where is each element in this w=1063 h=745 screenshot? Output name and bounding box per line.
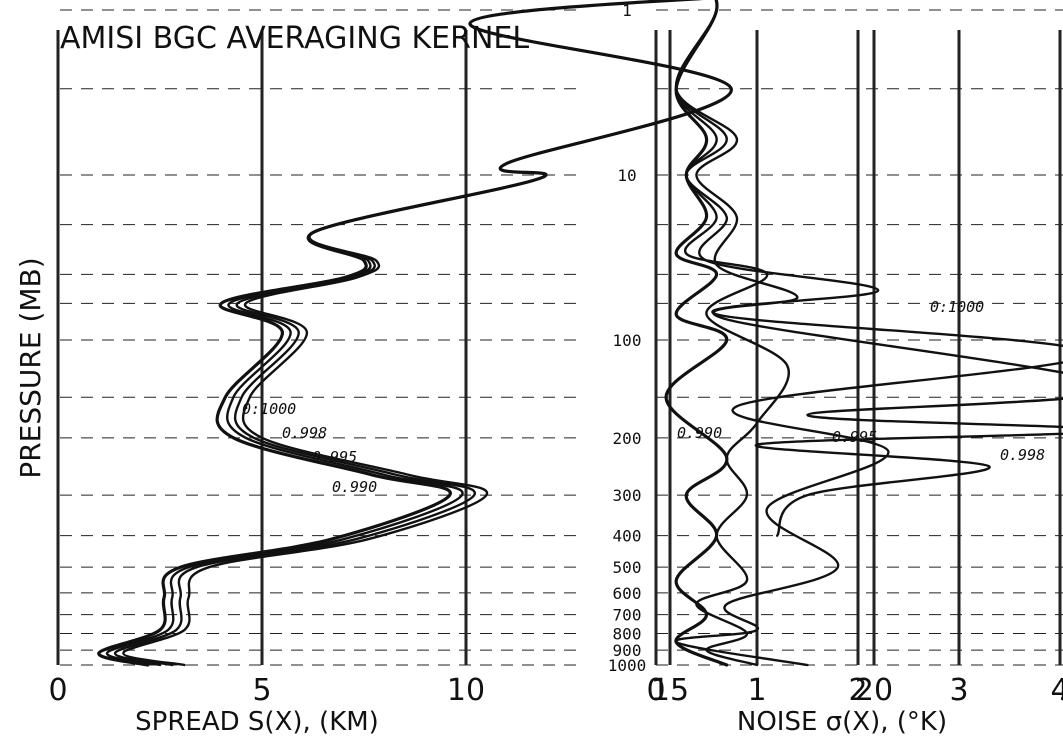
right-series-line-0990 [675,0,790,667]
left-label-1: 0.998 [282,424,327,442]
left-x-tick-label: 20 [855,673,893,708]
y-axis-label: PRESSURE (MB) [14,257,47,478]
ticks-layer: 0 5 10 15 20 25 0 1 2 3 4 1 10 100 200 300 400 500 600 7008… [48,1,1063,708]
right-x-tick-label: 0 [646,673,665,708]
right-label-1: 0.995 [832,428,877,446]
chart-title: AMISI BGC AVERAGING KERNEL [60,21,529,56]
y-tick-label: 1 [622,1,632,20]
y-tick-label: 600 [613,584,642,603]
right-series-line-01000 [664,0,729,667]
left-x-tick-label: 15 [651,673,689,708]
right-x-tick-label: 2 [848,673,867,708]
left-label-0: 0:1000 [242,400,296,418]
annotations-layer: 0:1000 0.998 0.995 0.990 0.990 0.995 0.9… [242,298,1045,496]
left-series-line-0990 [122,0,733,667]
right-x-axis-label: NOISE σ(X), (°K) [737,707,947,737]
right-label-3: 0:1000 [930,298,984,316]
right-label-0: 0.990 [677,424,722,442]
y-tick-label: 1000 [608,656,647,675]
right-x-tick-label: 3 [949,673,968,708]
right-x-tick-label: 1 [747,673,766,708]
left-x-tick-label: 0 [48,673,67,708]
y-tick-label: 100 [613,331,642,350]
left-label-2: 0.995 [312,448,357,466]
left-x-tick-label: 10 [447,673,485,708]
y-tick-label: 800 [613,625,642,644]
y-tick-label: 400 [613,527,642,546]
grid-layer [56,9,1063,666]
left-x-axis-label: SPREAD S(X), (KM) [135,707,379,737]
y-tick-label: 700 [613,606,642,625]
y-tick-label: 900 [613,641,642,660]
y-tick-label: 500 [613,558,642,577]
y-tick-label: 10 [617,166,636,185]
y-tick-label: 300 [613,486,642,505]
left-x-tick-label: 25 [1059,673,1063,708]
left-label-3: 0.990 [332,478,377,496]
left-x-tick-label: 5 [252,673,271,708]
series-layer [97,0,1063,667]
y-tick-label: 200 [613,429,642,448]
right-x-tick-label: 4 [1050,673,1063,708]
right-series-line-0998 [674,0,1063,537]
right-series-line-0995 [674,0,1063,667]
right-label-2: 0.998 [1000,446,1045,464]
